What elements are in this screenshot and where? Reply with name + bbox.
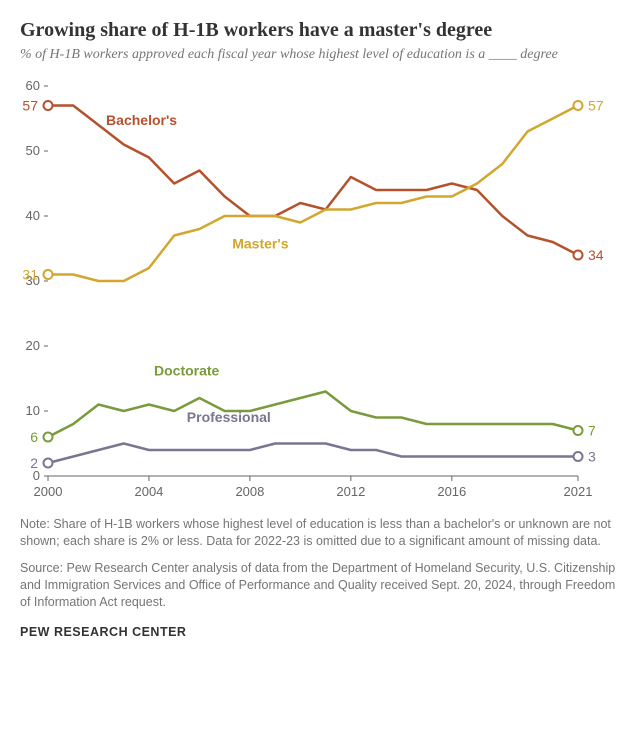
svg-text:2008: 2008 [235, 484, 264, 499]
svg-text:34: 34 [588, 247, 604, 263]
svg-text:3: 3 [588, 449, 596, 465]
svg-text:50: 50 [26, 143, 40, 158]
svg-text:7: 7 [588, 423, 596, 439]
svg-text:2000: 2000 [34, 484, 63, 499]
svg-text:2004: 2004 [134, 484, 163, 499]
svg-text:Master's: Master's [232, 236, 288, 252]
svg-text:Professional: Professional [187, 409, 271, 425]
svg-text:2021: 2021 [564, 484, 593, 499]
svg-text:10: 10 [26, 403, 40, 418]
svg-text:57: 57 [588, 98, 604, 114]
svg-text:2012: 2012 [336, 484, 365, 499]
chart-subtitle: % of H-1B workers approved each fiscal y… [20, 46, 619, 64]
svg-text:57: 57 [22, 98, 38, 114]
svg-text:6: 6 [30, 429, 38, 445]
svg-text:Doctorate: Doctorate [154, 362, 220, 378]
chart-title: Growing share of H-1B workers have a mas… [20, 18, 619, 42]
svg-text:2016: 2016 [437, 484, 466, 499]
chart-source: Source: Pew Research Center analysis of … [20, 560, 619, 611]
svg-text:20: 20 [26, 338, 40, 353]
footer-attribution: PEW RESEARCH CENTER [20, 625, 619, 639]
svg-text:40: 40 [26, 208, 40, 223]
line-chart-svg: 0102030405060200020042008201220162021573… [20, 76, 618, 506]
svg-text:31: 31 [22, 267, 38, 283]
svg-text:60: 60 [26, 78, 40, 93]
svg-text:Bachelor's: Bachelor's [106, 112, 177, 128]
chart-note: Note: Share of H-1B workers whose highes… [20, 516, 619, 550]
chart-area: 0102030405060200020042008201220162021573… [20, 76, 618, 506]
svg-text:2: 2 [30, 455, 38, 471]
